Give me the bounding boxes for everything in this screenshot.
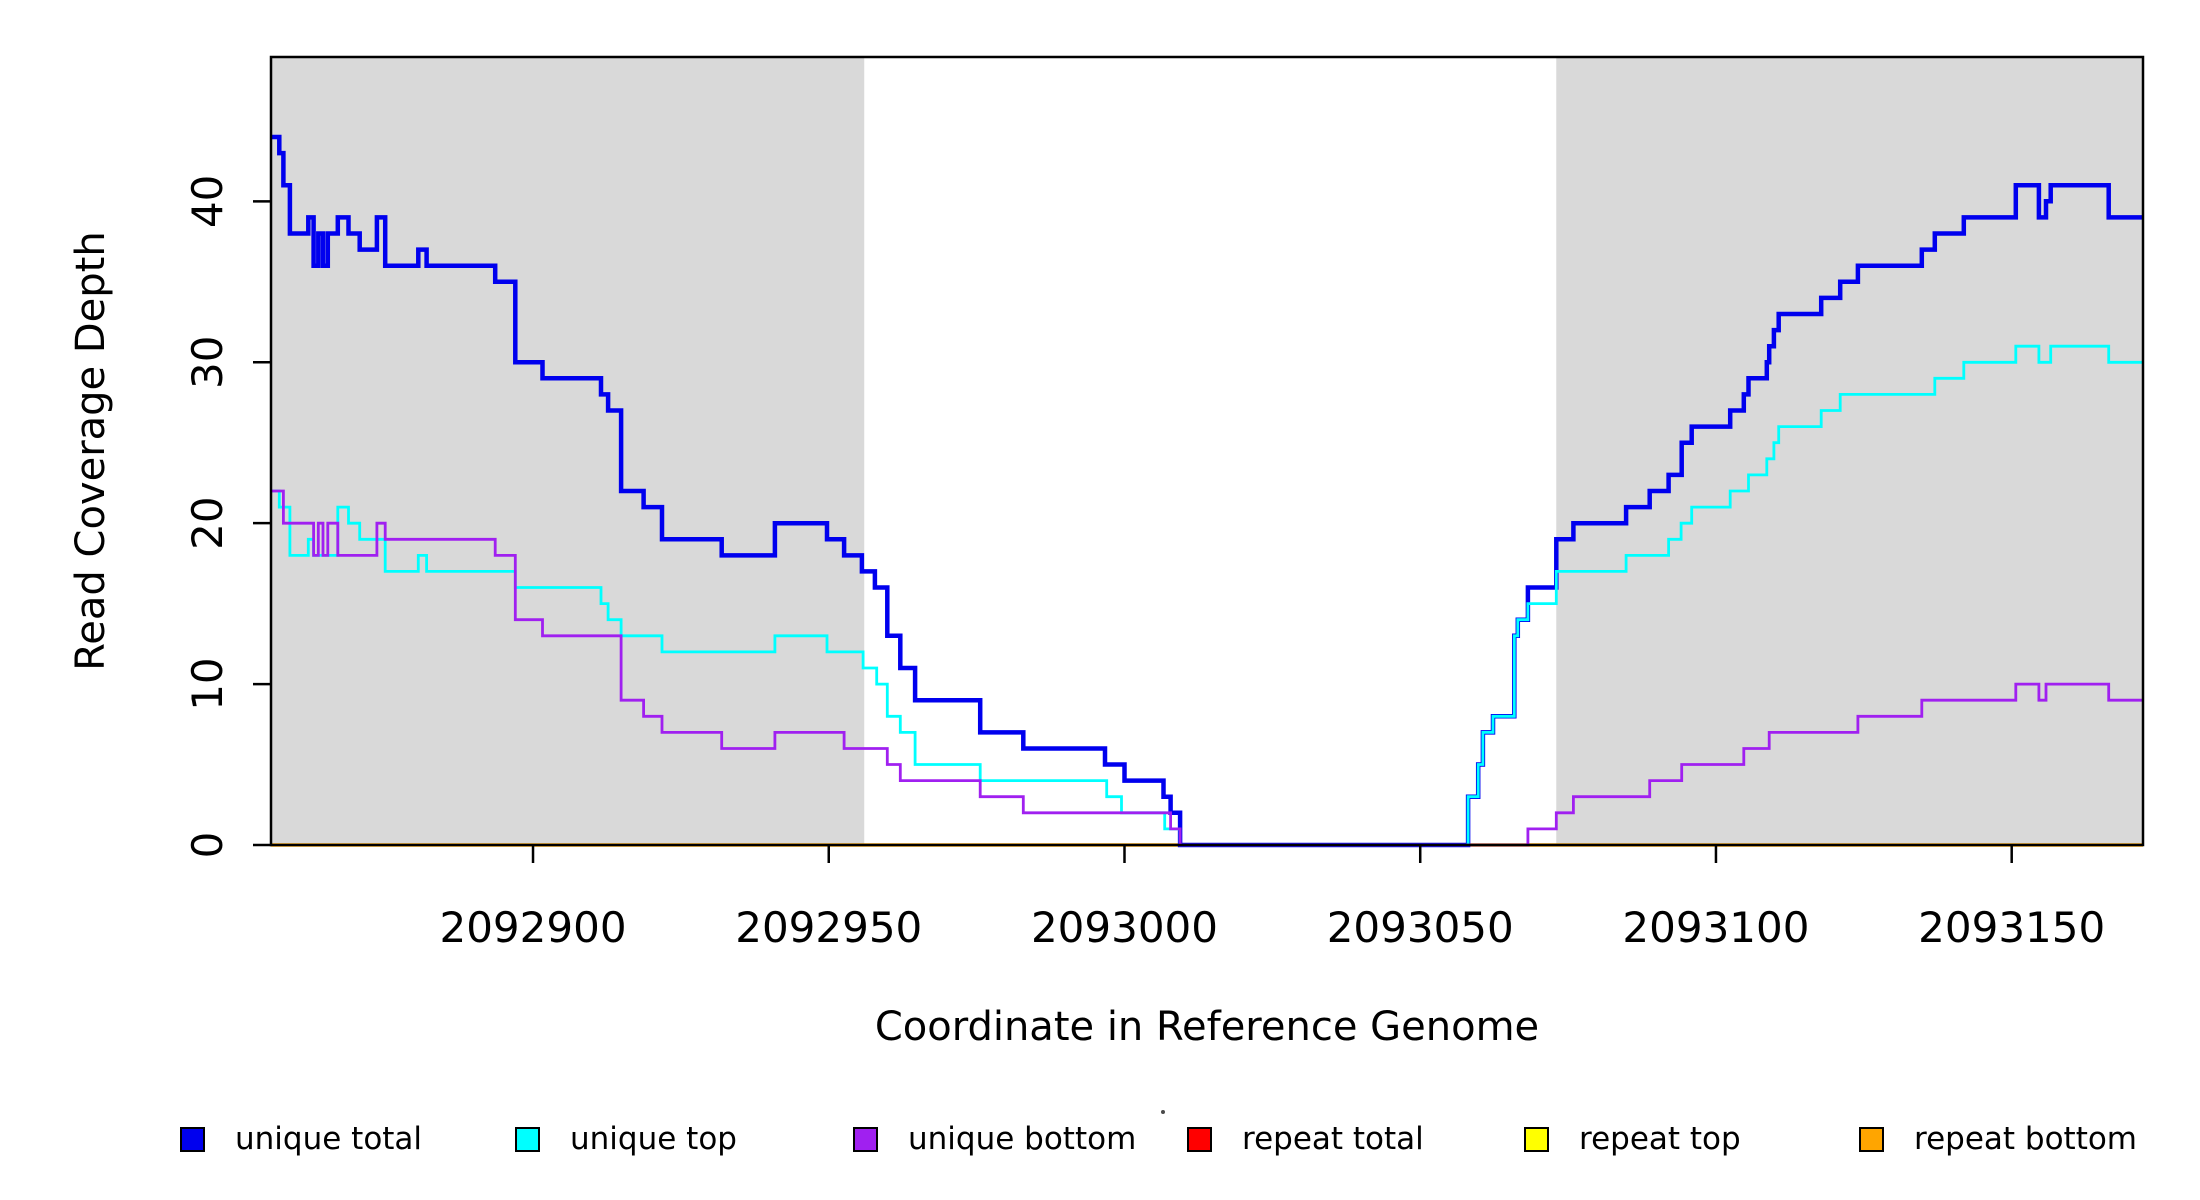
x-axis-title: Coordinate in Reference Genome bbox=[875, 1004, 1539, 1050]
plot-border bbox=[269, 55, 2145, 847]
axis-ticks: 2092900 2092950 2093000 2093050 2093100 20931… bbox=[183, 175, 2105, 952]
y-tick-label: 0 bbox=[183, 832, 232, 859]
series-unique-total bbox=[271, 134, 2143, 848]
shaded-regions bbox=[271, 57, 2143, 845]
y-tick-label: 30 bbox=[183, 336, 232, 389]
x-tick-label: 2093150 bbox=[1918, 903, 2105, 952]
stray-dot bbox=[1161, 1110, 1165, 1114]
y-axis-title: Read Coverage Depth bbox=[68, 231, 114, 670]
y-tick-label: 40 bbox=[183, 175, 232, 228]
x-tick-label: 2092950 bbox=[735, 903, 922, 952]
x-tick-label: 2093100 bbox=[1622, 903, 1809, 952]
series-unique-bottom bbox=[271, 489, 2143, 847]
x-tick-label: 2093000 bbox=[1031, 903, 1218, 952]
shaded-region bbox=[1556, 57, 2143, 845]
y-tick-label: 20 bbox=[183, 496, 232, 549]
shaded-region bbox=[271, 57, 865, 845]
x-tick-label: 2093050 bbox=[1327, 903, 1514, 952]
x-tick-label: 2092900 bbox=[439, 903, 626, 952]
y-tick-label: 10 bbox=[183, 657, 232, 710]
